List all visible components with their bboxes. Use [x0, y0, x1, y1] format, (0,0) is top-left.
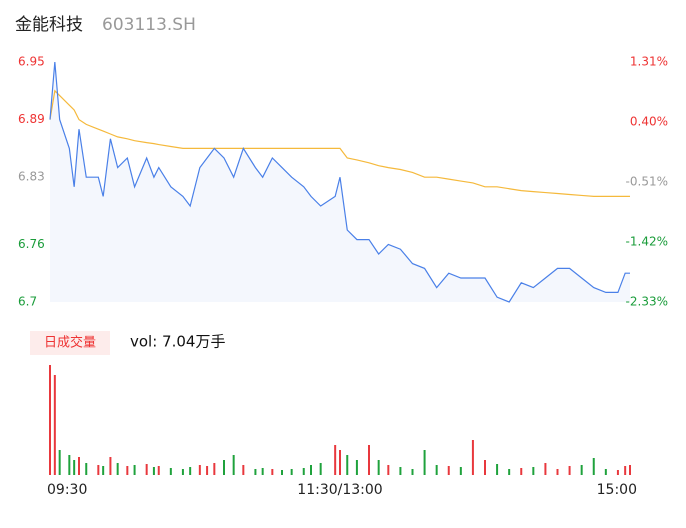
x-tick-label: 09:30: [47, 482, 87, 498]
volume-bar: [53, 375, 56, 475]
x-tick-label: 15:00: [597, 482, 637, 498]
volume-bar: [423, 450, 426, 475]
volume-bar: [604, 469, 607, 475]
volume-bar: [399, 467, 402, 475]
volume-bar: [471, 440, 474, 475]
y-tick-label: 6.83: [18, 170, 45, 184]
y2-tick-label: 1.31%: [630, 55, 668, 69]
volume-bar: [435, 465, 438, 475]
volume-bar: [169, 468, 172, 475]
volume-bar: [213, 463, 216, 475]
y-tick-label: 6.7: [18, 295, 37, 309]
y2-tick-label: -2.33%: [626, 295, 668, 309]
line-price: [49, 61, 630, 303]
y-tick-label: 6.76: [18, 237, 45, 251]
volume-bar: [520, 468, 523, 475]
volume-bar: [556, 469, 559, 475]
y2-tick-label: -1.42%: [626, 235, 668, 249]
volume-bar: [242, 465, 245, 475]
volume-bar: [232, 455, 235, 475]
volume-bar: [58, 450, 61, 475]
badge: 日成交量: [44, 335, 96, 351]
volume-bar: [568, 466, 571, 475]
volume-bar: [302, 468, 305, 475]
volume-bar: [281, 470, 283, 475]
volume-bar: [133, 465, 136, 475]
y-tick-label: 6.89: [18, 112, 45, 126]
volume-bar: [377, 460, 380, 475]
x-tick-label: 11:30/13:00: [297, 482, 382, 498]
volume-bar: [387, 465, 390, 475]
line-average: [49, 89, 630, 197]
volume-bar: [271, 469, 274, 475]
volume-bar: [334, 445, 337, 475]
price-area: [50, 62, 630, 302]
volume-bar: [629, 465, 631, 475]
volume-bar: [310, 465, 312, 475]
volume-bar: [368, 445, 370, 475]
volume-bar: [624, 466, 627, 475]
volume-bar: [592, 458, 595, 475]
volume-bar: [616, 470, 619, 475]
y2-tick-label: -0.51%: [626, 175, 668, 189]
volume-bar: [152, 467, 155, 475]
volume-bar: [223, 460, 225, 475]
volume-bar: [261, 468, 264, 475]
volume-bar: [346, 455, 349, 475]
volume-bar: [290, 469, 293, 475]
stock-code: 603113.SH: [102, 15, 196, 35]
volume-bar: [78, 457, 80, 475]
volume-bar: [254, 469, 257, 475]
volume-bar: [49, 365, 51, 475]
volume-bar: [580, 465, 583, 475]
volume-bar: [68, 455, 71, 475]
badge-bg: [30, 331, 110, 355]
volume-bar: [97, 465, 100, 475]
volume-bar: [85, 463, 88, 475]
volume-bar: [339, 450, 341, 475]
volume-bar: [496, 464, 499, 475]
volume-bar: [198, 465, 201, 475]
volume-bar: [109, 457, 112, 475]
volume-summary: vol: 7.04万手: [130, 333, 225, 351]
volume-bar: [157, 466, 160, 475]
volume-bar: [411, 469, 414, 475]
volume-bar: [145, 464, 148, 475]
volume-bar: [116, 463, 119, 475]
volume-bar: [126, 466, 129, 475]
volume-bar: [319, 463, 322, 475]
volume-bar: [189, 467, 192, 475]
volume-bar: [484, 460, 486, 475]
volume-bar: [102, 466, 105, 475]
volume-bar: [544, 463, 547, 475]
y-tick-label: 6.95: [18, 55, 45, 69]
volume-bar: [532, 467, 535, 475]
volume-bar: [508, 469, 511, 475]
stock-name: 金能科技: [15, 15, 83, 35]
y2-tick-label: 0.40%: [630, 115, 668, 129]
volume-bar: [459, 467, 462, 475]
volume-bar: [355, 460, 358, 475]
volume-bar: [181, 469, 184, 475]
volume-bar: [206, 466, 209, 475]
volume-bar: [73, 460, 76, 475]
volume-bar: [447, 466, 450, 475]
